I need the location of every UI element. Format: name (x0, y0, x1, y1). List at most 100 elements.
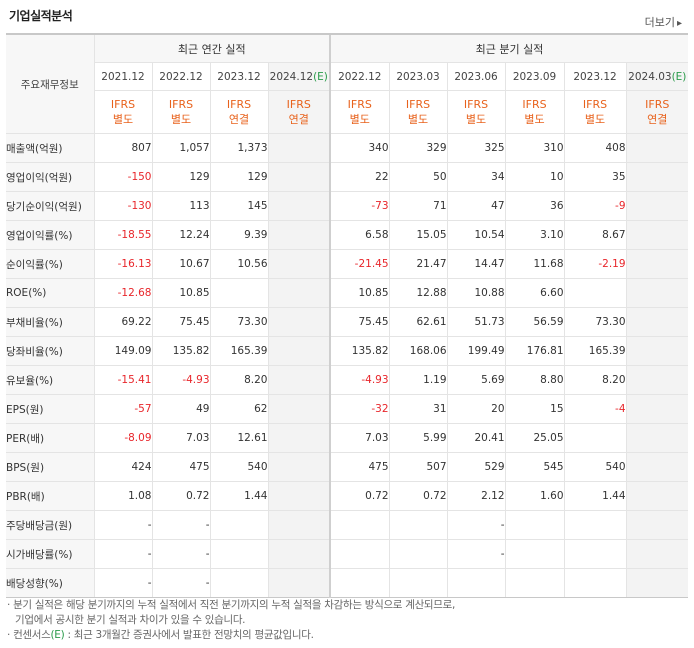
table-cell: -130 (93, 191, 153, 221)
table-cell: 129 (151, 162, 211, 192)
row-label: 주당배당금(원) (6, 510, 95, 540)
table-cell: 31 (388, 394, 448, 424)
ifrs-header: IFRS 별도 (563, 90, 627, 134)
period-label: 2023.06 (454, 70, 498, 83)
table-cell (267, 452, 331, 482)
period-label: 2022.12 (338, 70, 382, 83)
row-label: 매출액(억원) (6, 133, 95, 163)
table-cell (267, 249, 331, 279)
ifrs-header: IFRS 별도 (504, 90, 565, 134)
table-cell: -15.41 (93, 365, 153, 395)
ifrs-basis: 별도 (170, 113, 192, 126)
table-cell: - (446, 539, 506, 569)
ifrs-standard: IFRS (347, 98, 372, 111)
table-cell: -4.93 (329, 365, 390, 395)
period-header: 2022.12 (151, 62, 211, 91)
table-cell: 5.69 (446, 365, 506, 395)
table-cell: 15.05 (388, 220, 448, 250)
more-link[interactable]: 더보기 ▸ (645, 14, 682, 30)
table-row: 배당성향(%) - - (6, 568, 689, 598)
ifrs-basis: 별도 (112, 113, 134, 126)
ifrs-standard: IFRS (645, 98, 670, 111)
table-cell (209, 539, 269, 569)
table-cell: 1.60 (504, 481, 565, 511)
table-cell (329, 568, 390, 598)
table-cell: 0.72 (151, 481, 211, 511)
table-cell: 1,373 (209, 133, 269, 163)
chevron-right-icon: ▸ (676, 18, 682, 29)
table-cell: 168.06 (388, 336, 448, 366)
ifrs-basis: 별도 (524, 113, 545, 126)
table-row: 유보율(%) -15.41 -4.93 8.20 -4.93 1.19 5.69 8.80 8.… (6, 365, 689, 395)
table-cell: 21.47 (388, 249, 448, 279)
table-cell (267, 336, 331, 366)
table-cell: 176.81 (504, 336, 565, 366)
table-cell: 62 (209, 394, 269, 424)
table-cell (504, 510, 565, 540)
table-cell (625, 336, 689, 366)
table-cell (267, 394, 331, 424)
table-row: EPS(원) -57 49 62 -32 31 20 15 -4 (6, 394, 689, 424)
table-cell: 7.03 (329, 423, 390, 453)
table-cell (267, 133, 331, 163)
table-cell (563, 423, 627, 453)
table-cell: 113 (151, 191, 211, 221)
footnote-2: · 컨센서스(E) : 최근 3개월간 증권사에서 발표한 전망치의 평균값입니… (7, 628, 455, 643)
table-cell: -8.09 (93, 423, 153, 453)
table-cell: -73 (329, 191, 390, 221)
table-cell: -150 (93, 162, 153, 192)
table-cell: -16.13 (93, 249, 153, 279)
period-label: 2023.09 (512, 70, 557, 83)
table-cell (625, 133, 689, 163)
table-cell (625, 539, 689, 569)
footnote-1-cont: 기업에서 공시한 분기 실적과 차이가 있을 수 있습니다. (15, 614, 246, 626)
table-cell (267, 162, 331, 192)
table-cell (504, 568, 565, 598)
ifrs-header: IFRS 연결 (209, 90, 269, 134)
table-cell (209, 510, 269, 540)
table-cell: 56.59 (504, 307, 565, 337)
row-label: 시가배당률(%) (6, 539, 95, 569)
ifrs-standard: IFRS (522, 98, 547, 111)
table-cell: 7.03 (151, 423, 211, 453)
table-cell: 20.41 (446, 423, 506, 453)
table-cell (625, 510, 689, 540)
table-cell: 199.49 (446, 336, 506, 366)
table-cell: 145 (209, 191, 269, 221)
table-cell: - (151, 510, 211, 540)
table-cell: - (93, 510, 153, 540)
table-cell (267, 481, 331, 511)
ifrs-basis: 연결 (288, 113, 309, 126)
table-cell: -4 (563, 394, 627, 424)
table-cell (625, 568, 689, 598)
period-label: 2023.12 (573, 70, 617, 83)
period-header: 2023.12 (563, 62, 627, 91)
table-cell (625, 394, 689, 424)
table-row: 주당배당금(원) - - - (6, 510, 689, 540)
table-cell: 340 (329, 133, 390, 163)
table-cell (563, 568, 627, 598)
ifrs-basis: 별도 (407, 113, 429, 126)
table-cell: -21.45 (329, 249, 390, 279)
table-cell: 5.99 (388, 423, 448, 453)
table-cell: 6.58 (329, 220, 390, 250)
table-row: 영업이익률(%) -18.55 12.24 9.39 6.58 15.05 10.54 3.1… (6, 220, 689, 250)
period-label: 2024.03 (628, 70, 672, 83)
ifrs-standard: IFRS (168, 98, 194, 111)
table-cell: 10.56 (209, 249, 269, 279)
row-label: 영업이익(억원) (6, 162, 95, 192)
table-cell: 12.24 (151, 220, 211, 250)
table-cell: -9 (563, 191, 627, 221)
table-cell (267, 510, 331, 540)
ifrs-standard: IFRS (286, 98, 311, 111)
ifrs-standard: IFRS (405, 98, 431, 111)
table-cell (625, 278, 689, 308)
table-cell (446, 568, 506, 598)
table-row: ROE(%) -12.68 10.85 10.85 12.88 10.88 6.60 (6, 278, 689, 308)
estimate-mark: (E) (313, 70, 328, 83)
table-cell: 135.82 (329, 336, 390, 366)
table-cell: 12.61 (209, 423, 269, 453)
table-cell (563, 510, 627, 540)
ifrs-header: IFRS 별도 (94, 90, 153, 134)
table-cell: 507 (388, 452, 448, 482)
